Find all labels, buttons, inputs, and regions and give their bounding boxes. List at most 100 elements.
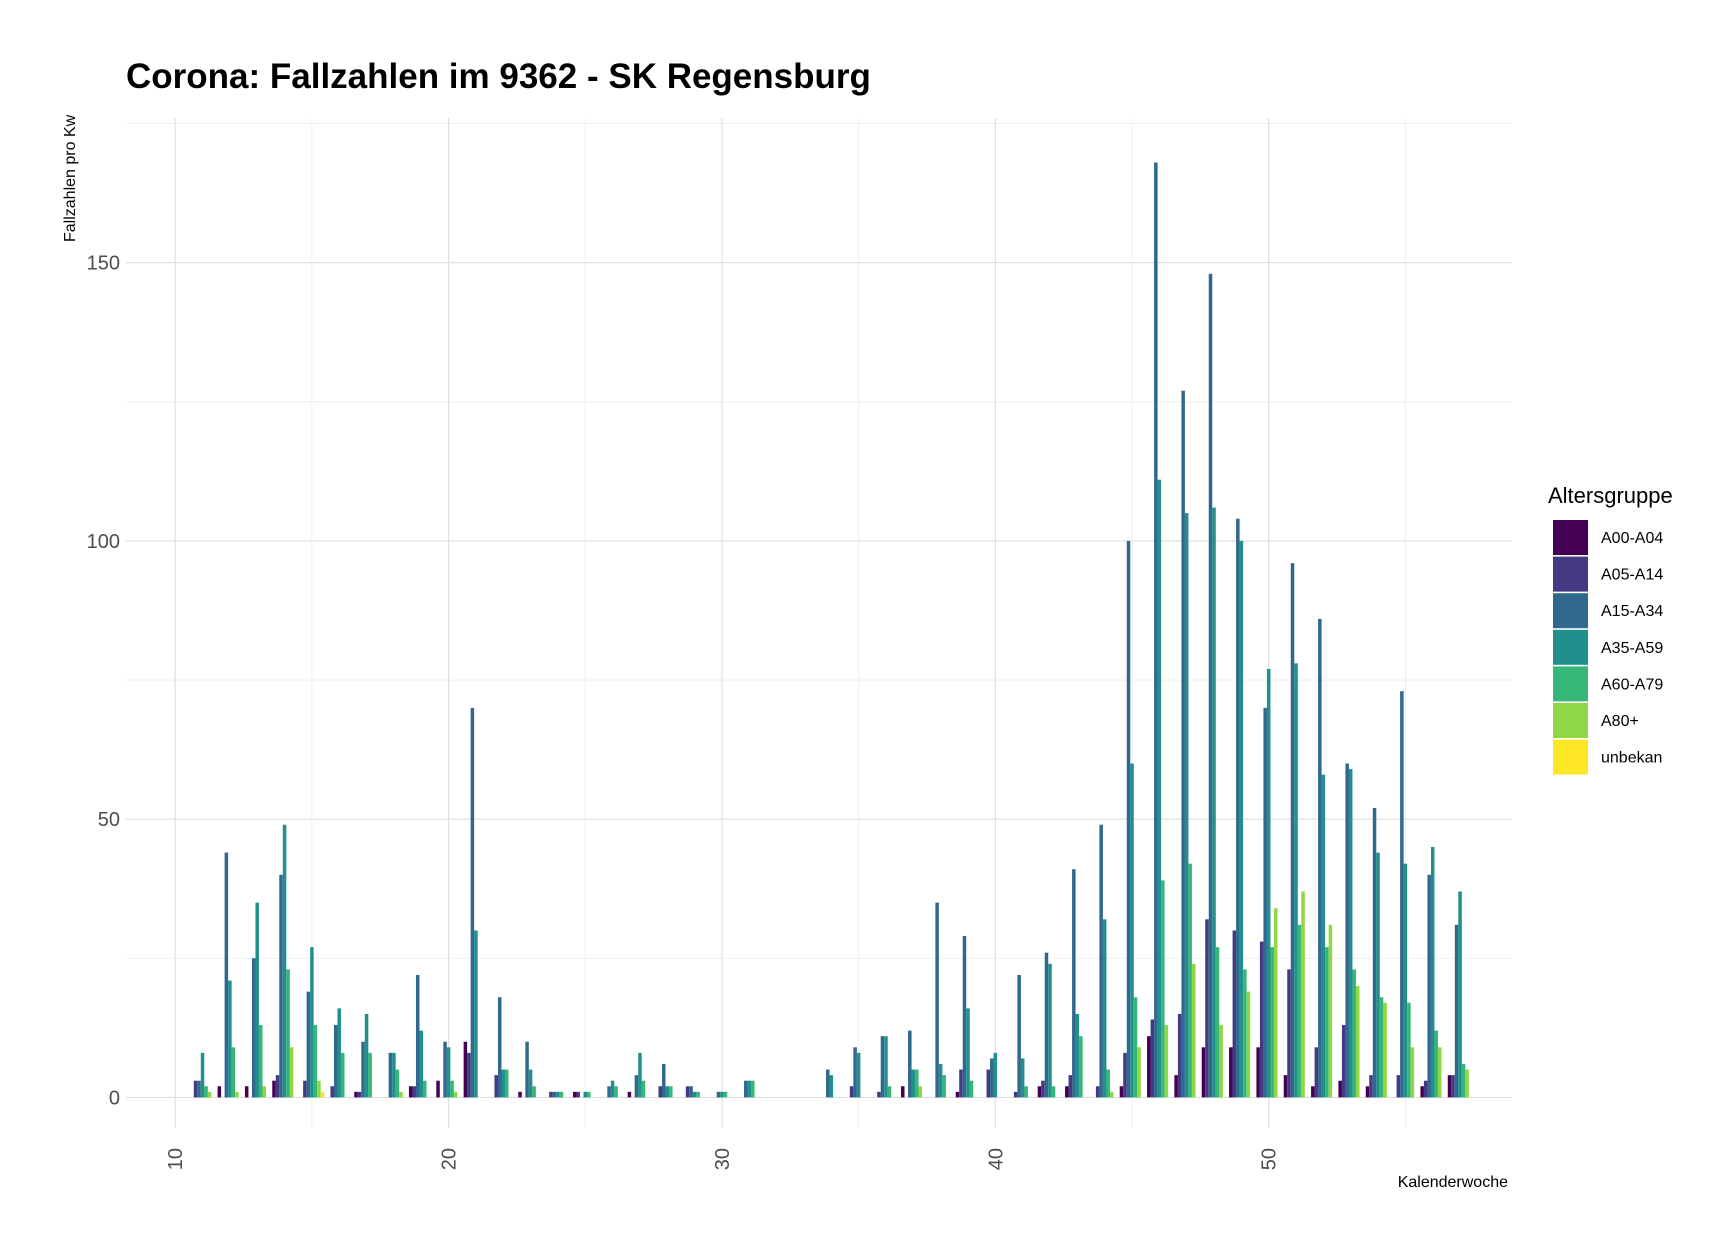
bar <box>559 1091 564 1098</box>
bar <box>744 1080 748 1098</box>
bar <box>1338 1080 1342 1098</box>
chart-title: Corona: Fallzahlen im 9362 - SK Regensbu… <box>126 57 871 96</box>
bar <box>692 1091 697 1098</box>
bar <box>1041 1080 1045 1098</box>
bar <box>1157 479 1162 1098</box>
bar <box>1102 919 1107 1098</box>
bar <box>1283 1075 1288 1098</box>
bar <box>716 1091 721 1098</box>
bar <box>1410 1047 1415 1098</box>
bar <box>607 1086 611 1098</box>
bar <box>751 1080 755 1098</box>
bar <box>1212 507 1216 1098</box>
bar <box>303 1080 307 1098</box>
bar <box>525 1041 529 1098</box>
bar <box>399 1091 403 1098</box>
bar <box>446 1047 451 1098</box>
bar <box>1147 1036 1151 1098</box>
bar <box>1013 1091 1018 1098</box>
bar <box>1051 1086 1056 1098</box>
bar <box>1301 891 1305 1098</box>
bar <box>1355 986 1360 1098</box>
bar <box>333 1025 338 1098</box>
bar <box>880 1036 885 1098</box>
bar <box>197 1080 201 1098</box>
bar <box>990 1058 994 1098</box>
bar <box>1065 1086 1069 1098</box>
bar <box>1318 618 1322 1098</box>
bar <box>552 1091 557 1098</box>
bar <box>1270 947 1274 1098</box>
bar <box>1072 869 1076 1098</box>
bar <box>1287 969 1291 1098</box>
bar <box>1215 947 1220 1098</box>
bar <box>470 707 475 1098</box>
bar <box>1164 1025 1169 1098</box>
bar <box>610 1080 615 1098</box>
bar <box>279 874 283 1098</box>
bar <box>1352 969 1356 1098</box>
bar <box>1311 1086 1315 1098</box>
bar <box>969 1080 974 1098</box>
bar <box>1400 691 1404 1098</box>
bar <box>665 1086 670 1098</box>
bar <box>1403 863 1408 1098</box>
bar <box>1266 668 1271 1098</box>
legend-label: A60-A79 <box>1601 676 1663 693</box>
bar <box>1150 1019 1155 1098</box>
bar <box>1372 808 1377 1098</box>
y-tick-label: 100 <box>87 531 120 553</box>
bar <box>262 1086 266 1098</box>
bars <box>193 162 1469 1098</box>
axes: 0 50 100 150 10 20 30 40 50 <box>87 253 1281 1171</box>
bar <box>286 969 290 1098</box>
bar <box>1427 874 1431 1098</box>
bar <box>408 1086 413 1098</box>
bar <box>361 1041 365 1098</box>
bar <box>1239 540 1244 1098</box>
legend-swatch <box>1553 703 1588 738</box>
legend-title: Altersgruppe <box>1548 483 1673 508</box>
x-tick-label: 10 <box>165 1148 187 1170</box>
bar <box>313 1025 318 1098</box>
bar <box>224 852 229 1098</box>
bar <box>412 1086 416 1098</box>
bar <box>1137 1047 1141 1098</box>
bar <box>1126 540 1131 1098</box>
bar <box>1181 390 1185 1098</box>
bar <box>436 1080 440 1098</box>
bar <box>1024 1086 1028 1098</box>
bar <box>1376 852 1380 1098</box>
bar <box>330 1086 334 1098</box>
bar <box>634 1075 639 1098</box>
bar <box>1229 1047 1233 1098</box>
bar <box>244 1086 249 1098</box>
bar <box>1434 1030 1438 1098</box>
legend-label: A80+ <box>1601 713 1639 730</box>
bar <box>320 1091 325 1098</box>
legend-swatch <box>1553 520 1588 555</box>
bar <box>1106 1069 1110 1098</box>
bar <box>368 1052 372 1098</box>
bar <box>1048 963 1052 1098</box>
bar <box>1314 1047 1319 1098</box>
bar <box>392 1052 396 1098</box>
bar <box>638 1052 642 1098</box>
bar <box>887 1086 892 1098</box>
bar <box>1095 1086 1100 1098</box>
bar <box>826 1069 830 1098</box>
bar <box>1161 880 1165 1098</box>
y-tick-label: 50 <box>98 809 120 831</box>
bar <box>310 947 314 1098</box>
bar <box>1243 969 1247 1098</box>
bar <box>1465 1069 1469 1098</box>
bar <box>423 1080 427 1098</box>
y-tick-label: 0 <box>109 1087 120 1109</box>
bar <box>364 1013 369 1098</box>
bar <box>1133 997 1138 1098</box>
bar <box>306 991 311 1098</box>
bar <box>282 824 287 1098</box>
bar <box>467 1052 471 1098</box>
bar <box>966 1008 970 1098</box>
